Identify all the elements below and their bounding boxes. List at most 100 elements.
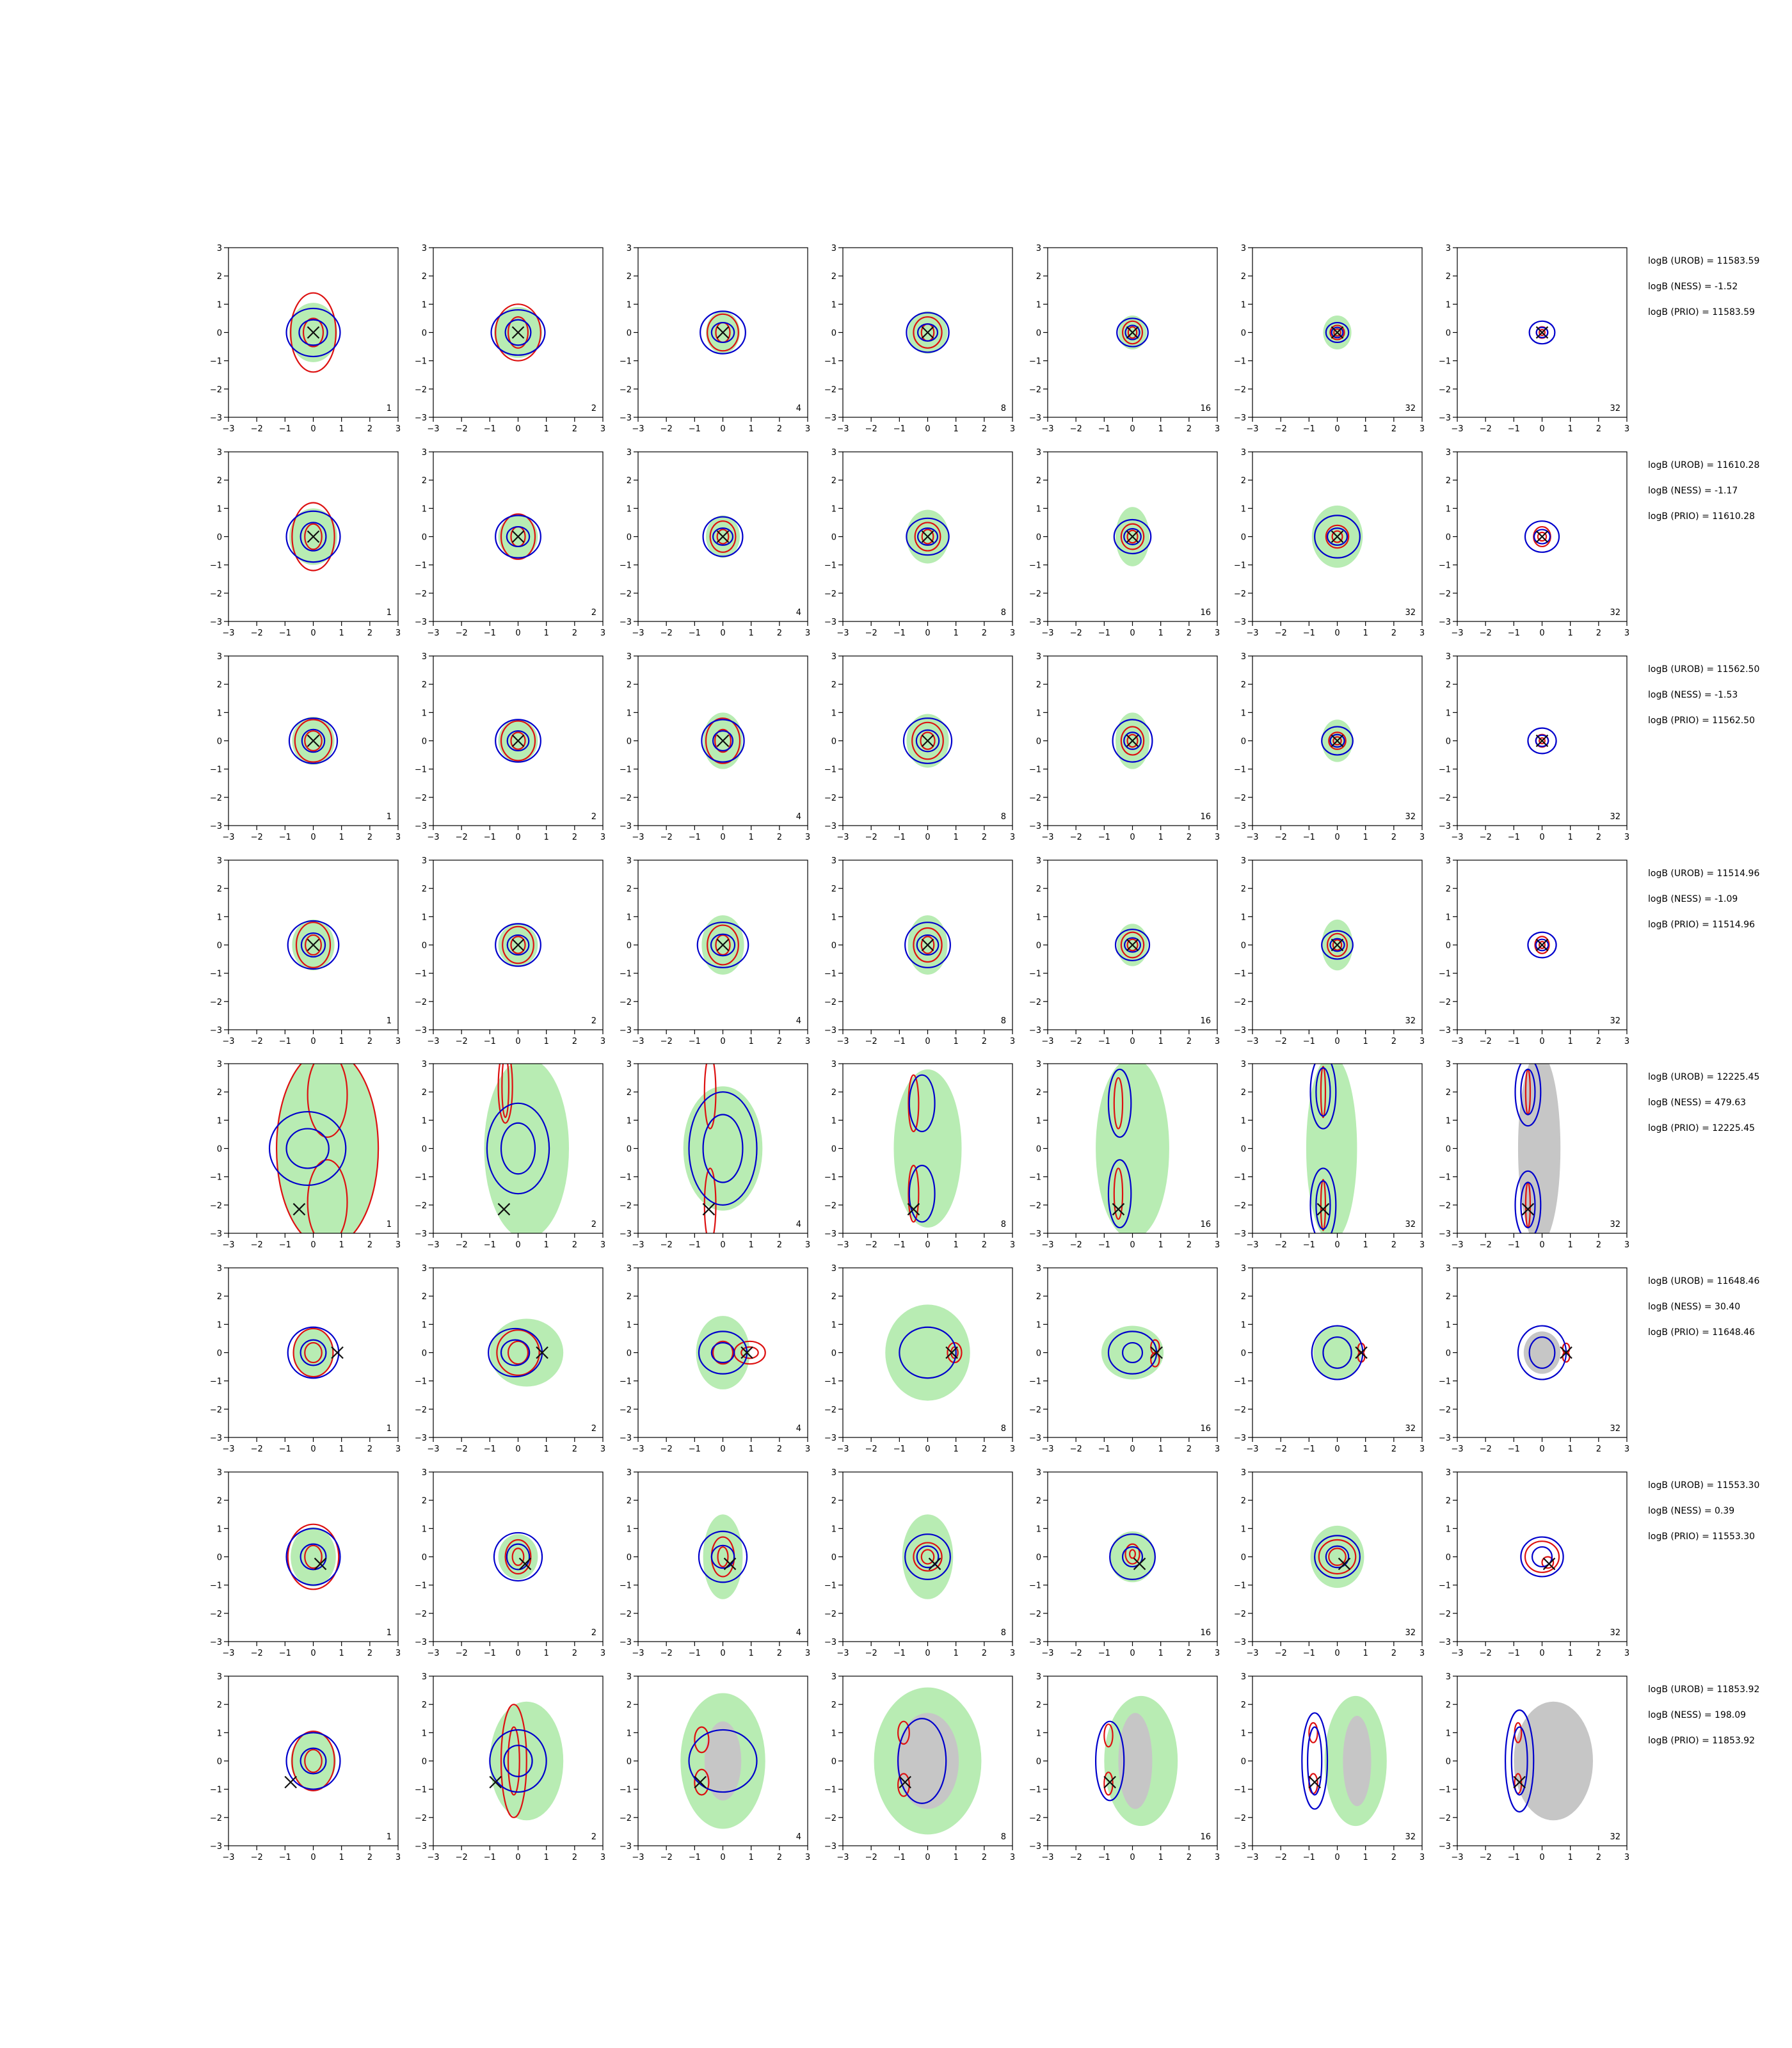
x-tick-label: 0 bbox=[1539, 1649, 1544, 1658]
x-tick-label: 1 bbox=[749, 424, 754, 434]
logb-stat: logB (PRIO) = 11853.92 bbox=[1648, 1736, 1755, 1746]
red-contour bbox=[500, 513, 536, 560]
panel-iteration-label: 2 bbox=[591, 812, 596, 822]
x-tick-label: 0 bbox=[1539, 1853, 1544, 1862]
x-tick-label: −2 bbox=[456, 833, 468, 842]
panel-r6-c6: −3 −2 −1 0 1 2 3 −3 −2 −1 0 1 2 3 32 bbox=[1234, 1264, 1425, 1454]
x-tick-label: −3 bbox=[222, 833, 234, 842]
y-tick-label: −3 bbox=[1029, 1842, 1041, 1852]
y-tick-label: 1 bbox=[1036, 708, 1041, 718]
blue-contour bbox=[710, 933, 736, 957]
red-contour bbox=[1103, 1772, 1114, 1796]
y-tick-label: 3 bbox=[422, 1672, 427, 1682]
x-tick-label: 2 bbox=[1391, 833, 1396, 842]
x-tick-label: −3 bbox=[1041, 424, 1053, 434]
y-tick-label: −1 bbox=[1029, 1377, 1041, 1387]
y-tick-label: 0 bbox=[627, 1757, 632, 1767]
x-tick-label: 3 bbox=[1624, 424, 1629, 434]
y-tick-label: 0 bbox=[627, 1553, 632, 1563]
x-tick-label: 0 bbox=[925, 1037, 930, 1046]
y-tick-label: 3 bbox=[1241, 1060, 1246, 1069]
panel-r2-c7: −3 −2 −1 0 1 2 3 −3 −2 −1 0 1 2 3 32 bbox=[1439, 448, 1629, 638]
plot-area bbox=[1321, 719, 1354, 762]
plot-area bbox=[288, 716, 339, 765]
panel-iteration-label: 2 bbox=[591, 1628, 596, 1638]
y-tick-label: 0 bbox=[627, 941, 632, 951]
panel-r5-c6: −3 −2 −1 0 1 2 3 −3 −2 −1 0 1 2 3 32 bbox=[1234, 1060, 1425, 1250]
x-tick-label: 1 bbox=[1363, 1444, 1368, 1454]
y-tick-label: 1 bbox=[831, 504, 836, 514]
x-tick-label: 2 bbox=[982, 628, 987, 638]
x-tick-label: −3 bbox=[1451, 1037, 1463, 1046]
y-tick-label: −2 bbox=[620, 794, 632, 803]
x-tick-label: −3 bbox=[632, 1037, 644, 1046]
x-tick-label: −2 bbox=[1480, 833, 1492, 842]
y-tick-label: 0 bbox=[831, 329, 836, 339]
x-tick-label: 3 bbox=[1420, 424, 1425, 434]
panel-iteration-label: 2 bbox=[591, 404, 596, 413]
panel-iteration-label: 32 bbox=[1610, 1220, 1620, 1229]
x-tick-label: −1 bbox=[893, 1240, 906, 1250]
true-point-marker bbox=[740, 1346, 753, 1359]
x-tick-label: −2 bbox=[1480, 628, 1492, 638]
x-tick-label: 1 bbox=[1568, 833, 1573, 842]
y-tick-label: 0 bbox=[1241, 737, 1246, 747]
x-tick-label: −1 bbox=[1508, 628, 1520, 638]
x-tick-label: −2 bbox=[251, 1853, 263, 1862]
x-tick-label: 3 bbox=[396, 1853, 401, 1862]
y-tick-label: 2 bbox=[1446, 272, 1451, 282]
y-tick-label: −3 bbox=[210, 1638, 222, 1647]
y-tick-label: −2 bbox=[1439, 1610, 1451, 1619]
plot-area bbox=[906, 509, 950, 564]
x-tick-label: 3 bbox=[396, 628, 401, 638]
x-tick-label: −1 bbox=[279, 1240, 291, 1250]
x-tick-label: 1 bbox=[749, 833, 754, 842]
plot-area bbox=[698, 1514, 748, 1599]
red-contour bbox=[510, 936, 526, 954]
y-tick-label: 3 bbox=[422, 856, 427, 866]
y-tick-label: 0 bbox=[831, 1553, 836, 1563]
y-tick-label: 3 bbox=[831, 1060, 836, 1069]
y-tick-label: −3 bbox=[1029, 413, 1041, 423]
y-tick-label: 3 bbox=[1241, 856, 1246, 866]
y-tick-label: 1 bbox=[217, 504, 222, 514]
plot-area bbox=[495, 719, 541, 763]
panel-iteration-label: 16 bbox=[1200, 1016, 1211, 1026]
blue-contour bbox=[1123, 732, 1142, 750]
x-tick-label: 3 bbox=[396, 1240, 401, 1250]
y-tick-label: 2 bbox=[217, 884, 222, 894]
x-tick-label: −2 bbox=[1070, 1853, 1082, 1862]
blue-contour bbox=[696, 922, 749, 968]
x-tick-label: 2 bbox=[777, 1240, 782, 1250]
x-tick-label: 1 bbox=[1158, 1649, 1164, 1658]
blue-contour bbox=[712, 527, 734, 546]
x-tick-label: −2 bbox=[660, 1037, 673, 1046]
logb-stat: logB (NESS) = 30.40 bbox=[1648, 1302, 1740, 1312]
y-tick-label: 2 bbox=[627, 680, 632, 690]
y-tick-label: −1 bbox=[1234, 1786, 1246, 1795]
x-tick-label: 1 bbox=[954, 1649, 959, 1658]
blue-contour bbox=[1301, 1712, 1329, 1810]
x-tick-label: −3 bbox=[632, 1649, 644, 1658]
y-tick-label: −2 bbox=[1439, 998, 1451, 1007]
x-tick-label: −2 bbox=[1480, 1649, 1492, 1658]
y-tick-label: −3 bbox=[824, 618, 836, 627]
blue-contour bbox=[1514, 1064, 1542, 1127]
x-tick-label: −2 bbox=[1070, 1240, 1082, 1250]
y-tick-label: −3 bbox=[1029, 1229, 1041, 1239]
x-tick-label: −3 bbox=[836, 833, 849, 842]
blue-contour bbox=[906, 517, 950, 556]
x-tick-label: −2 bbox=[1480, 1037, 1492, 1046]
panel-r7-c7: −3 −2 −1 0 1 2 3 −3 −2 −1 0 1 2 3 32 bbox=[1439, 1468, 1629, 1658]
panel-r8-c7: −3 −2 −1 0 1 2 3 −3 −2 −1 0 1 2 3 32 bbox=[1439, 1672, 1629, 1862]
red-contour bbox=[1120, 523, 1145, 550]
x-tick-label: 1 bbox=[1568, 1649, 1573, 1658]
x-tick-label: −3 bbox=[632, 628, 644, 638]
panel-r4-c7: −3 −2 −1 0 1 2 3 −3 −2 −1 0 1 2 3 32 bbox=[1439, 856, 1629, 1046]
y-tick-label: 1 bbox=[1036, 300, 1041, 310]
x-tick-label: 0 bbox=[1334, 1240, 1340, 1250]
y-tick-label: 0 bbox=[831, 1349, 836, 1359]
panel-r7-c1: −3 −2 −1 0 1 2 3 −3 −2 −1 0 1 2 3 1 bbox=[210, 1468, 401, 1658]
y-tick-label: −2 bbox=[1439, 1405, 1451, 1415]
